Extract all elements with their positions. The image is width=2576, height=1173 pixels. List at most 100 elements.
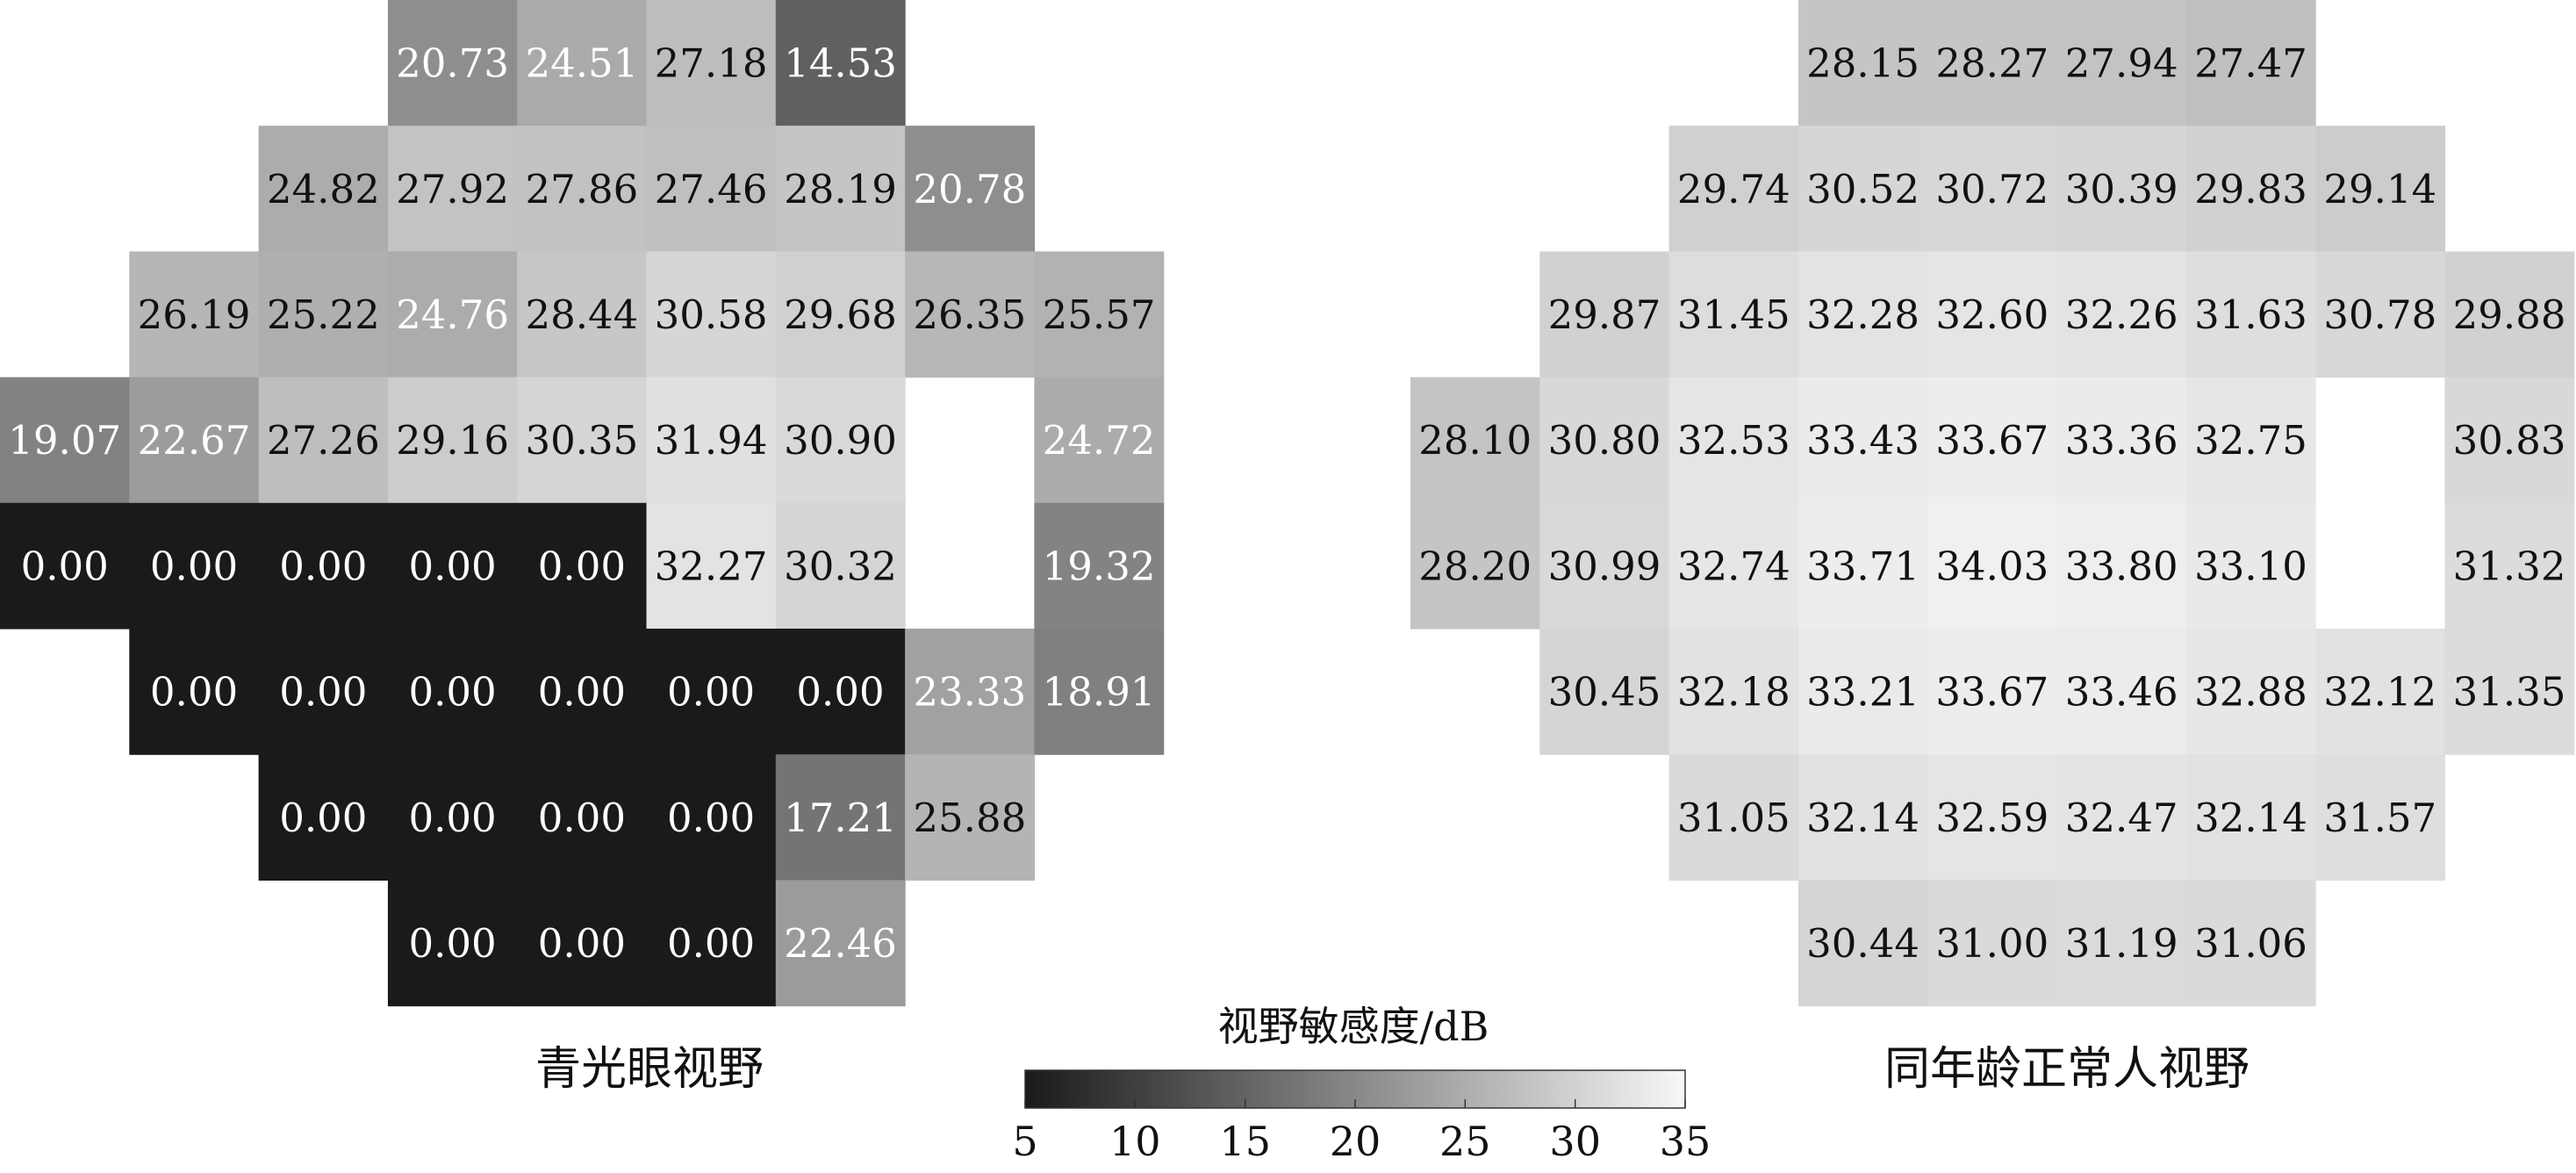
heatmap-cell [1668,126,1799,252]
heatmap-cell [1034,377,1165,504]
heatmap-cell [258,126,389,252]
heatmap-cell [517,126,648,252]
heatmap-cell-value: 30.45 [1548,669,1661,716]
heatmap-cell [775,629,906,755]
heatmap-cell-value: 27.18 [655,40,768,87]
heatmap-cell [1797,126,1928,252]
heatmap-cell [646,880,777,1007]
heatmap-cell [258,754,389,881]
heatmap-cell [646,126,777,252]
heatmap-cell-value: 33.71 [1806,543,1919,589]
heatmap-cell-value: 0.00 [538,920,626,967]
heatmap-cell [517,754,648,881]
heatmap-cell [775,754,906,881]
heatmap-cell-value: 24.76 [396,291,509,338]
heatmap-cell [517,377,648,504]
heatmap-cell-value: 24.51 [525,40,638,87]
heatmap-cell-value: 27.46 [655,166,768,212]
heatmap-cell [517,251,648,378]
colorbar-tick-label: 15 [1219,1118,1271,1165]
heatmap-cell [1797,377,1928,504]
heatmap-cell-value: 29.74 [1677,166,1790,212]
heatmap-cell [775,377,906,504]
heatmap-cell [2185,126,2316,252]
heatmap-cell-value: 25.22 [267,291,380,338]
heatmap-cell-value: 28.27 [1935,40,2049,87]
heatmap-cell [1797,880,1928,1007]
heatmap-cell-value: 31.35 [2453,669,2566,716]
heatmap-cell [1668,502,1799,630]
heatmap-cell-value: 30.90 [784,417,897,464]
heatmap-cell-value: 31.00 [1935,920,2049,967]
heatmap-cell [646,251,777,378]
heatmap-cell-value: 30.83 [2453,417,2566,464]
heatmap-cell [2185,629,2316,755]
heatmap-cell-value: 33.80 [2065,543,2178,589]
heatmap-cell [2185,754,2316,881]
heatmap-cell-value: 31.94 [655,417,768,464]
heatmap-cell [517,629,648,755]
heatmap-cell [2315,629,2445,755]
heatmap-cell-value: 26.19 [138,291,251,338]
heatmap-cell-value: 33.10 [2194,543,2307,589]
heatmap-cell-value: 32.18 [1677,669,1790,716]
heatmap-cell-value: 32.27 [655,543,768,589]
heatmap-cell-value: 32.88 [2194,669,2307,716]
heatmap-cell [258,502,389,630]
heatmap-cell-value: 32.14 [1806,795,1919,841]
heatmap-cell-value: 32.74 [1677,543,1790,589]
heatmap-cell-value: 0.00 [279,543,367,589]
heatmap-cell [2444,502,2575,630]
heatmap-cell [646,629,777,755]
heatmap-cell-value: 25.57 [1043,291,1156,338]
heatmap-cell-value: 0.00 [150,543,238,589]
heatmap-cell [2056,126,2187,252]
heatmap-cell [1797,754,1928,881]
heatmap-cell [1797,0,1928,126]
heatmap-cell-value: 32.28 [1806,291,1919,338]
heatmap-cell [2185,502,2316,630]
heatmap-cell-value: 0.00 [667,920,755,967]
heatmap-cell [1034,502,1165,630]
heatmap-cell [646,502,777,630]
heatmap-cell-value: 31.45 [1677,291,1790,338]
heatmap-cell-value: 31.19 [2065,920,2178,967]
heatmap-cell-value: 27.47 [2194,40,2307,87]
heatmap-cell [905,754,1035,881]
colorbar-tick-label: 25 [1439,1118,1491,1165]
heatmap-cell-value: 27.92 [396,166,509,212]
heatmap-cell-value: 29.87 [1548,291,1661,338]
heatmap-cell [2056,880,2187,1007]
heatmap-cell [1927,502,2058,630]
heatmap-cell [1668,251,1799,378]
heatmap-cell-value: 33.67 [1935,417,2049,464]
heatmap-cell [2315,754,2445,881]
heatmap-cell [646,377,777,504]
heatmap-cell [775,251,906,378]
heatmap-cell [1927,251,2058,378]
heatmap-cell [387,251,518,378]
heatmap-cell-value: 31.05 [1677,795,1790,841]
heatmap-cell-value: 0.00 [150,669,238,716]
heatmap-cell [387,126,518,252]
heatmap-cell [2444,251,2575,378]
heatmap-cell [1927,880,2058,1007]
colorbar-tick-label: 10 [1109,1118,1161,1165]
heatmap-cell-value: 28.20 [1418,543,1532,589]
heatmap-cell-value: 30.32 [784,543,897,589]
heatmap-cell-value: 27.26 [267,417,380,464]
colorbar-ticks: 5 10 15 20 25 30 35 [1012,1099,1711,1165]
heatmap-cell-value: 0.00 [279,669,367,716]
heatmap-cell [129,251,260,378]
heatmap-cell-value: 29.14 [2323,166,2436,212]
heatmap-cell-value: 28.19 [784,166,897,212]
heatmap-cell [905,126,1035,252]
heatmap-cell [258,377,389,504]
heatmap-cell [1797,629,1928,755]
heatmap-cell [387,629,518,755]
heatmap-cell-value: 30.44 [1806,920,1919,967]
heatmap-cell-value: 30.58 [655,291,768,338]
heatmap-cell [2185,251,2316,378]
heatmap-cell [1927,754,2058,881]
